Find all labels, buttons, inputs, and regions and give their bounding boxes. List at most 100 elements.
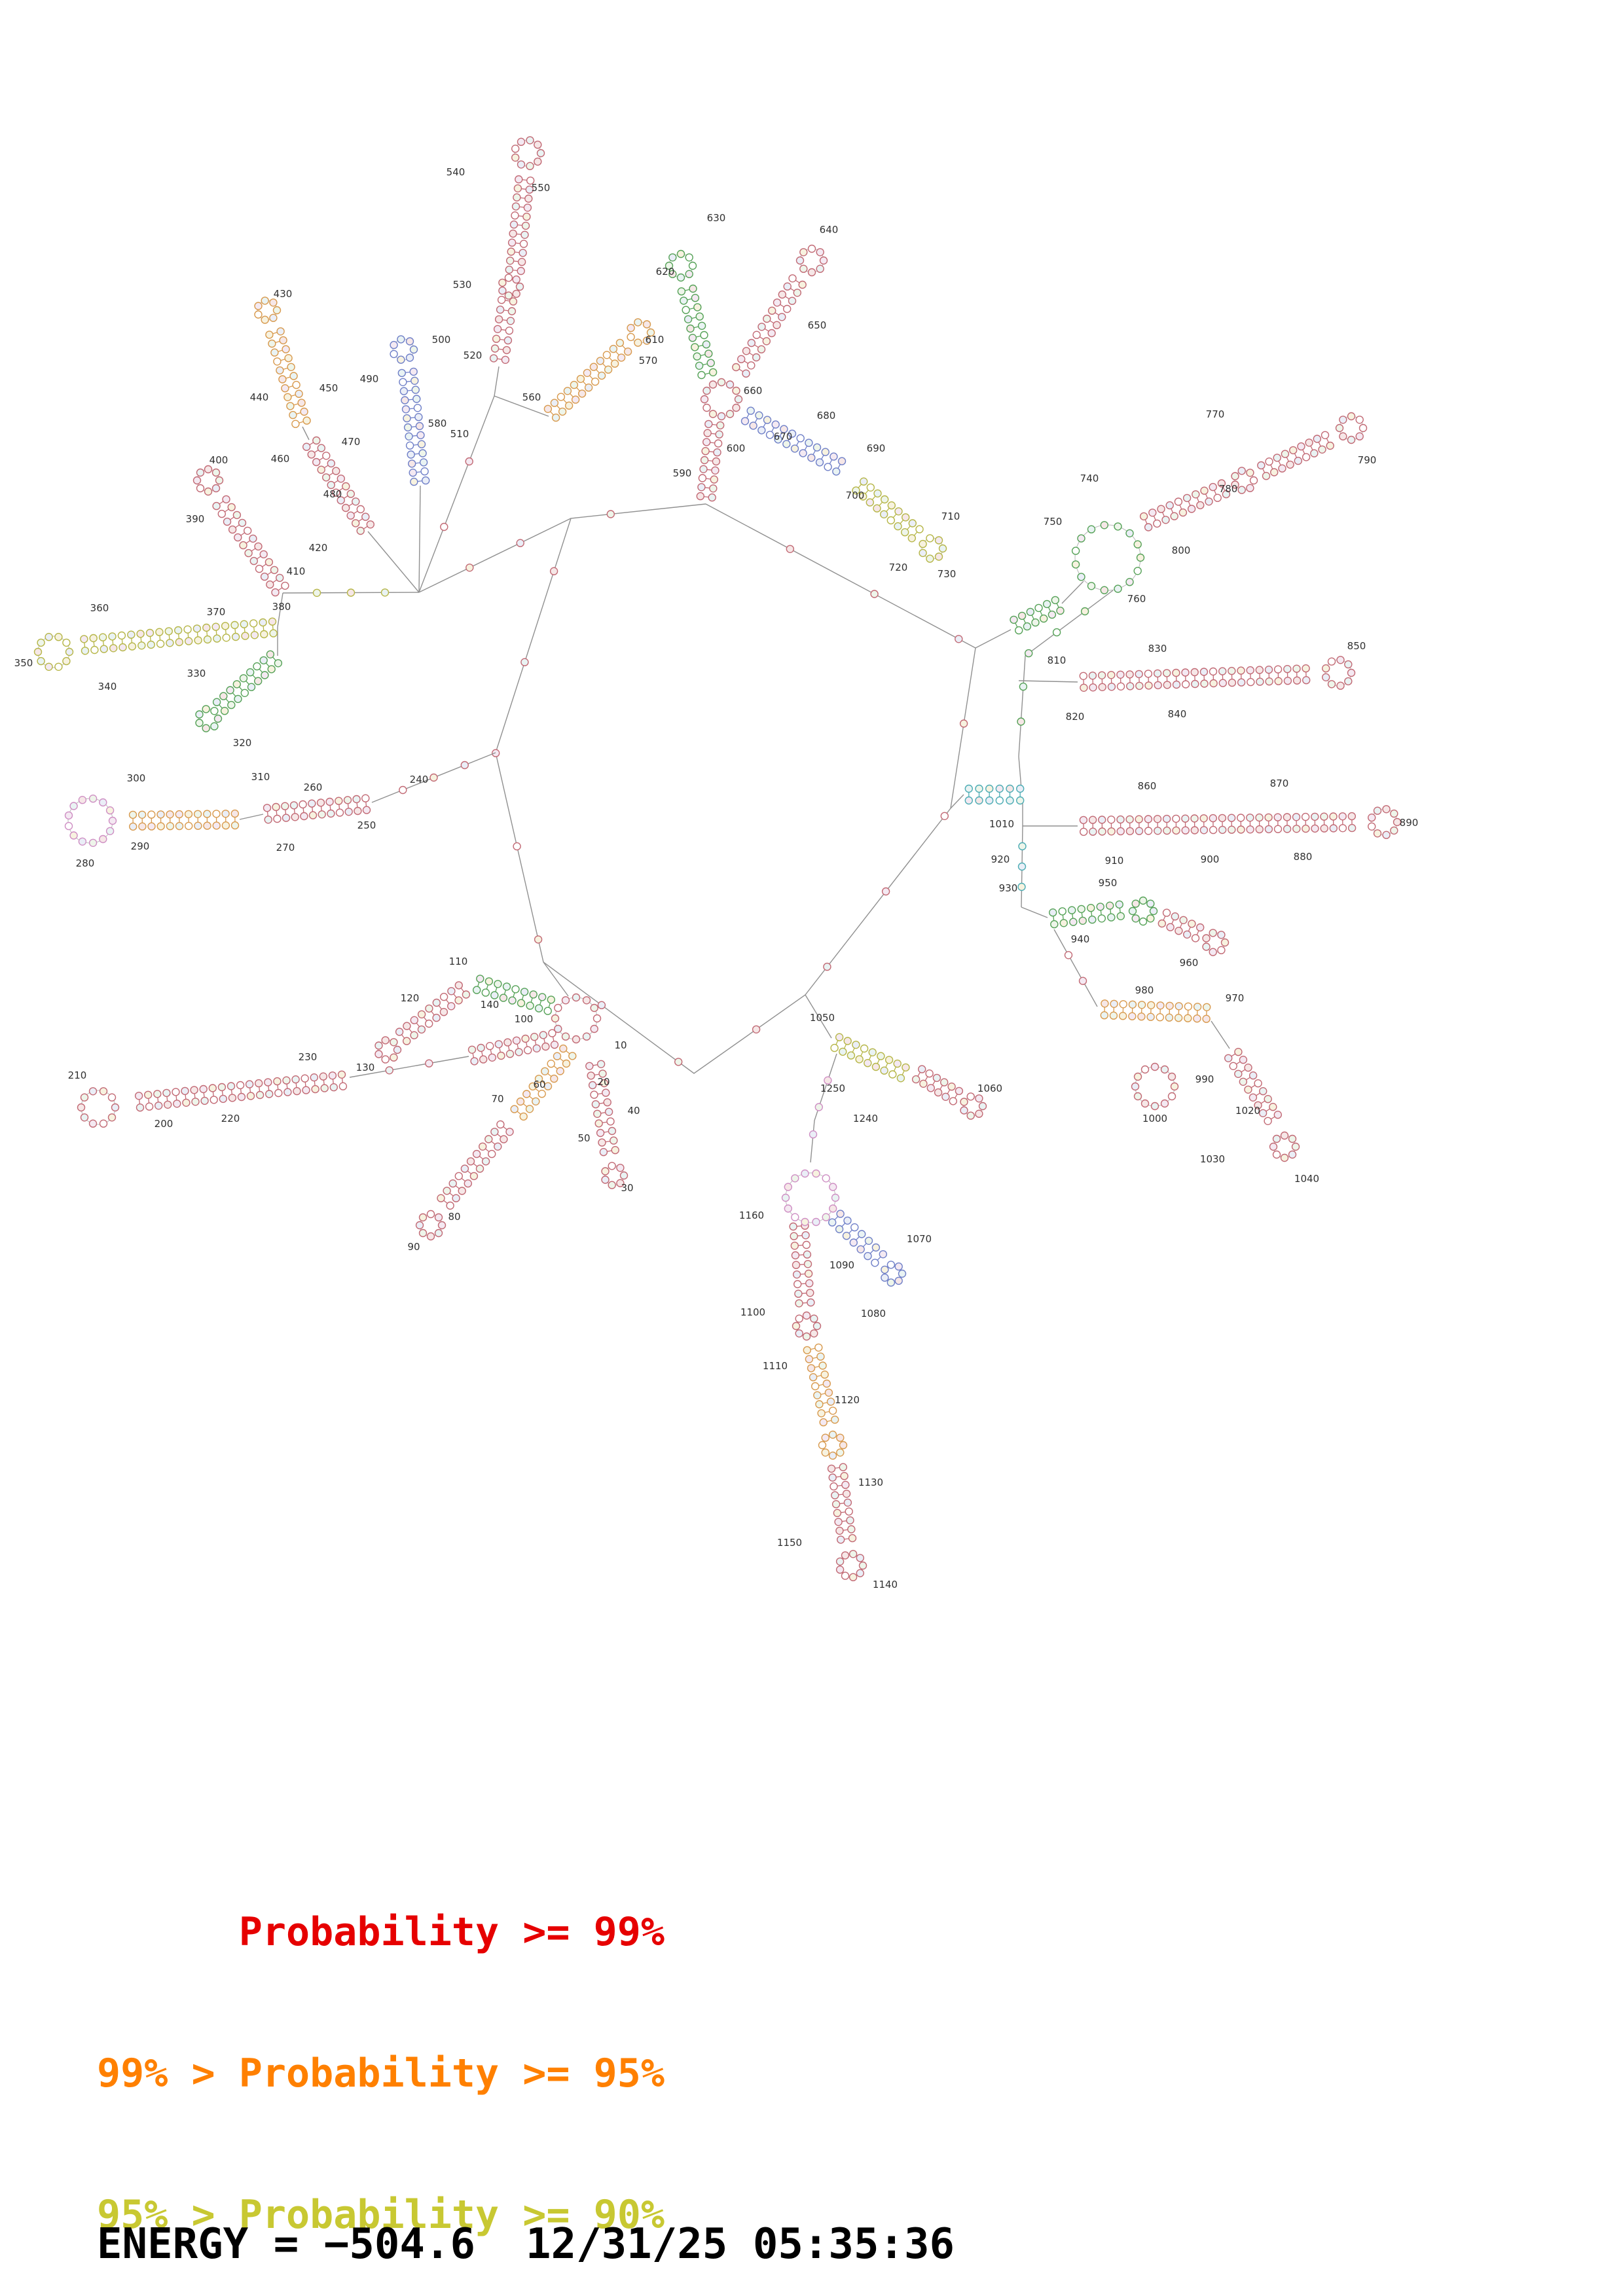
nucleotide-dot bbox=[335, 797, 343, 805]
nucleotide-dot bbox=[1165, 1001, 1174, 1011]
position-label: 1080 bbox=[861, 1308, 886, 1319]
nucleotide-dot bbox=[88, 1119, 98, 1128]
nucleotide-dot bbox=[307, 450, 316, 459]
nucleotide-dot bbox=[550, 399, 559, 407]
nucleotide-dot bbox=[1139, 917, 1148, 926]
nucleotide-dot bbox=[807, 1364, 816, 1372]
nucleotide-dot bbox=[137, 810, 147, 819]
nucleotide-dot bbox=[842, 1231, 851, 1240]
nucleotide-dot bbox=[208, 1084, 217, 1092]
nucleotide-dot bbox=[1166, 923, 1175, 931]
nucleotide-dot bbox=[975, 784, 983, 793]
nucleotide-dot bbox=[1150, 1102, 1159, 1111]
nucleotide-dot bbox=[1264, 1117, 1272, 1126]
nucleotide-dot bbox=[919, 539, 927, 548]
nucleotide-dot bbox=[403, 1022, 411, 1030]
nucleotide-dot bbox=[830, 1043, 839, 1052]
position-label: 940 bbox=[1071, 933, 1090, 945]
nucleotide-dot bbox=[553, 1052, 562, 1060]
nucleotide-dot bbox=[260, 572, 269, 581]
nucleotide-dot bbox=[1202, 942, 1211, 951]
nucleotide-dot bbox=[1321, 664, 1330, 673]
nucleotide-dot bbox=[399, 785, 407, 795]
nucleotide-dot bbox=[516, 1097, 525, 1106]
nucleotide-dot bbox=[211, 484, 221, 493]
nucleotide-dot bbox=[856, 1569, 865, 1577]
position-label: 410 bbox=[287, 565, 306, 577]
nucleotide-dot bbox=[1109, 1011, 1118, 1020]
nucleotide-dot bbox=[856, 1245, 865, 1254]
nucleotide-dot bbox=[1051, 596, 1060, 605]
nucleotide-dot bbox=[932, 1073, 941, 1083]
nucleotide-dot bbox=[45, 633, 53, 641]
nucleotide-dot bbox=[767, 329, 776, 338]
position-label: 1040 bbox=[1294, 1173, 1319, 1185]
nucleotide-dot bbox=[831, 1491, 839, 1499]
nucleotide-dot bbox=[784, 1183, 793, 1191]
nucleotide-dot bbox=[886, 1278, 896, 1287]
nucleotide-dot bbox=[1170, 512, 1178, 520]
nucleotide-dot bbox=[228, 1094, 237, 1102]
nucleotide-dot bbox=[702, 340, 711, 349]
nucleotide-dot bbox=[329, 1083, 338, 1092]
position-label: 740 bbox=[1080, 473, 1099, 484]
nucleotide-dot bbox=[1313, 435, 1322, 443]
nucleotide-dot bbox=[1227, 814, 1236, 822]
nucleotide-dot bbox=[1190, 826, 1199, 834]
nucleotide-dot bbox=[327, 459, 335, 468]
nucleotide-dot bbox=[1196, 501, 1205, 510]
nucleotide-dot bbox=[1153, 669, 1162, 678]
position-label: 590 bbox=[673, 467, 692, 479]
nucleotide-dot bbox=[219, 1094, 227, 1103]
nucleotide-dot bbox=[192, 624, 202, 633]
nucleotide-dot bbox=[1100, 586, 1109, 594]
nucleotide-dot bbox=[696, 492, 705, 501]
nucleotide-dot bbox=[709, 484, 718, 493]
nucleotide-dot bbox=[842, 1490, 851, 1498]
nucleotide-dot bbox=[773, 321, 781, 329]
nucleotide-dot bbox=[1258, 1109, 1267, 1118]
nucleotide-dot bbox=[506, 257, 515, 265]
nucleotide-dot bbox=[1338, 824, 1347, 833]
position-label: 430 bbox=[274, 288, 293, 300]
nucleotide-dot bbox=[107, 1093, 117, 1102]
nucleotide-dot bbox=[1125, 682, 1135, 691]
nucleotide-dot bbox=[805, 1279, 814, 1287]
nucleotide-dot bbox=[202, 724, 210, 732]
nucleotide-dot bbox=[399, 378, 407, 386]
nucleotide-dot bbox=[210, 722, 219, 730]
nucleotide-dot bbox=[601, 1175, 610, 1184]
nucleotide-dot bbox=[616, 1179, 625, 1187]
nucleotide-dot bbox=[524, 194, 533, 203]
backbone-connector bbox=[1053, 929, 1098, 1007]
nucleotide-dot bbox=[550, 1040, 559, 1049]
nucleotide-dot bbox=[978, 1102, 987, 1111]
nucleotide-dot bbox=[509, 220, 519, 229]
nucleotide-dot bbox=[599, 1147, 608, 1157]
nucleotide-dot bbox=[64, 821, 73, 831]
nucleotide-dot bbox=[598, 1138, 606, 1147]
nucleotide-dot bbox=[1246, 666, 1254, 675]
nucleotide-dot bbox=[405, 337, 414, 346]
nucleotide-dot bbox=[1310, 449, 1319, 457]
nucleotide-dot bbox=[1344, 660, 1353, 669]
nucleotide-dot bbox=[308, 799, 316, 808]
nucleotide-dot bbox=[1154, 827, 1162, 835]
nucleotide-dot bbox=[342, 482, 350, 491]
nucleotide-dot bbox=[502, 346, 511, 355]
nucleotide-dot bbox=[603, 1098, 611, 1107]
nucleotide-dot bbox=[105, 806, 115, 815]
nucleotide-dot bbox=[236, 1081, 245, 1090]
nucleotide-dot bbox=[532, 1097, 540, 1106]
nucleotide-dot bbox=[821, 1448, 830, 1457]
nucleotide-dot bbox=[505, 327, 514, 335]
nucleotide-dot bbox=[1071, 547, 1080, 555]
nucleotide-dot bbox=[312, 457, 321, 467]
nucleotide-dot bbox=[265, 1090, 274, 1098]
nucleotide-dot bbox=[393, 1045, 402, 1054]
nucleotide-dot bbox=[397, 335, 405, 344]
legend-line-p90: 95% > Probability >= 90% bbox=[97, 2192, 665, 2238]
position-label: 840 bbox=[1168, 708, 1187, 720]
nucleotide-dot bbox=[1125, 827, 1135, 836]
nucleotide-dot bbox=[590, 1090, 598, 1099]
